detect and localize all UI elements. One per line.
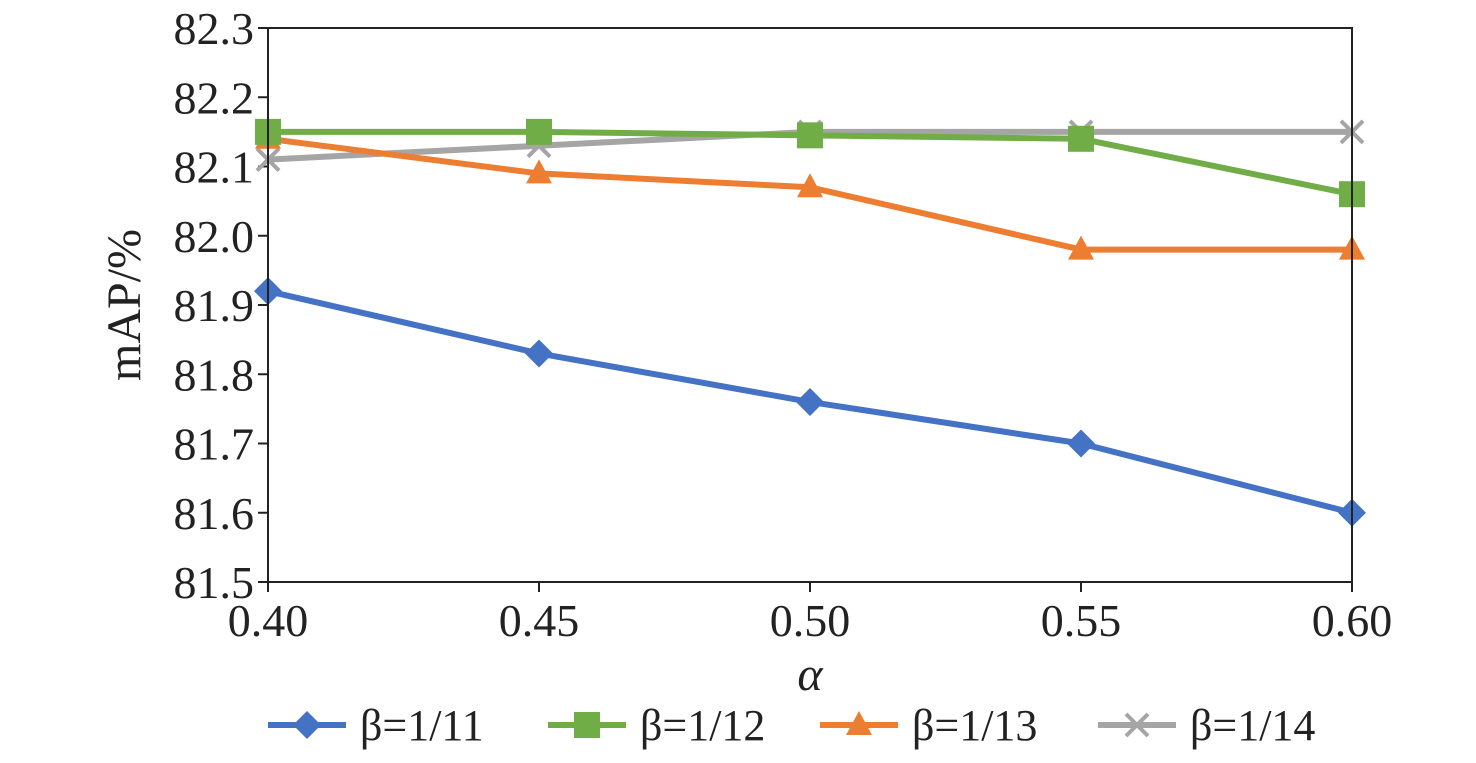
data-point bbox=[796, 387, 824, 416]
y-tick-label: 81.6 bbox=[174, 488, 255, 539]
legend: β=1/11 β=1/12 β=1/13 β=1/14 bbox=[268, 701, 1315, 750]
x-tick-label: 0.50 bbox=[770, 595, 851, 646]
data-point bbox=[1068, 125, 1094, 152]
x-axis-label: α bbox=[797, 648, 823, 701]
y-tick-label: 81.9 bbox=[174, 280, 255, 331]
x-tick-label: 0.40 bbox=[228, 595, 309, 646]
x-tick-label: 0.55 bbox=[1041, 595, 1122, 646]
y-tick-label: 82.2 bbox=[174, 72, 255, 123]
legend-item: β=1/14 bbox=[1098, 701, 1315, 750]
legend-label: β=1/12 bbox=[640, 701, 765, 750]
series-1 bbox=[254, 277, 1366, 527]
legend-item: β=1/13 bbox=[820, 701, 1037, 750]
plot-frame bbox=[267, 27, 1353, 583]
data-point bbox=[797, 122, 823, 149]
data-point bbox=[1067, 429, 1095, 458]
legend-item: β=1/11 bbox=[268, 701, 484, 750]
data-point bbox=[525, 339, 553, 368]
data-point bbox=[526, 118, 552, 145]
series-2 bbox=[255, 118, 1365, 208]
legend-label: β=1/14 bbox=[1190, 701, 1315, 750]
x-tick-label: 0.60 bbox=[1312, 595, 1393, 646]
legend-marker bbox=[574, 712, 600, 738]
y-tick-label: 81.7 bbox=[174, 419, 255, 470]
series-layer bbox=[254, 118, 1366, 527]
legend-marker bbox=[846, 711, 872, 735]
x-tick-label: 0.45 bbox=[499, 595, 580, 646]
y-axis-label: mAP/% bbox=[98, 229, 151, 381]
legend-marker bbox=[1124, 712, 1150, 738]
y-tick-label: 81.8 bbox=[174, 349, 255, 400]
y-tick-label: 82.1 bbox=[174, 142, 255, 193]
x-axis-ticks: 0.40 0.45 0.50 0.55 0.60 bbox=[228, 582, 1393, 646]
y-axis-ticks: 81.5 81.6 81.7 81.8 81.9 82.0 82.1 82.2 82.3 bbox=[174, 3, 268, 608]
y-tick-label: 82.0 bbox=[174, 211, 255, 262]
data-point bbox=[526, 159, 552, 184]
legend-marker bbox=[293, 711, 321, 739]
legend-label: β=1/11 bbox=[360, 701, 484, 750]
y-tick-label: 82.3 bbox=[174, 3, 255, 54]
legend-item: β=1/12 bbox=[548, 701, 765, 750]
data-point bbox=[1068, 235, 1094, 260]
data-point bbox=[797, 173, 823, 198]
legend-label: β=1/13 bbox=[912, 701, 1037, 750]
y-tick-label: 81.5 bbox=[174, 557, 255, 608]
